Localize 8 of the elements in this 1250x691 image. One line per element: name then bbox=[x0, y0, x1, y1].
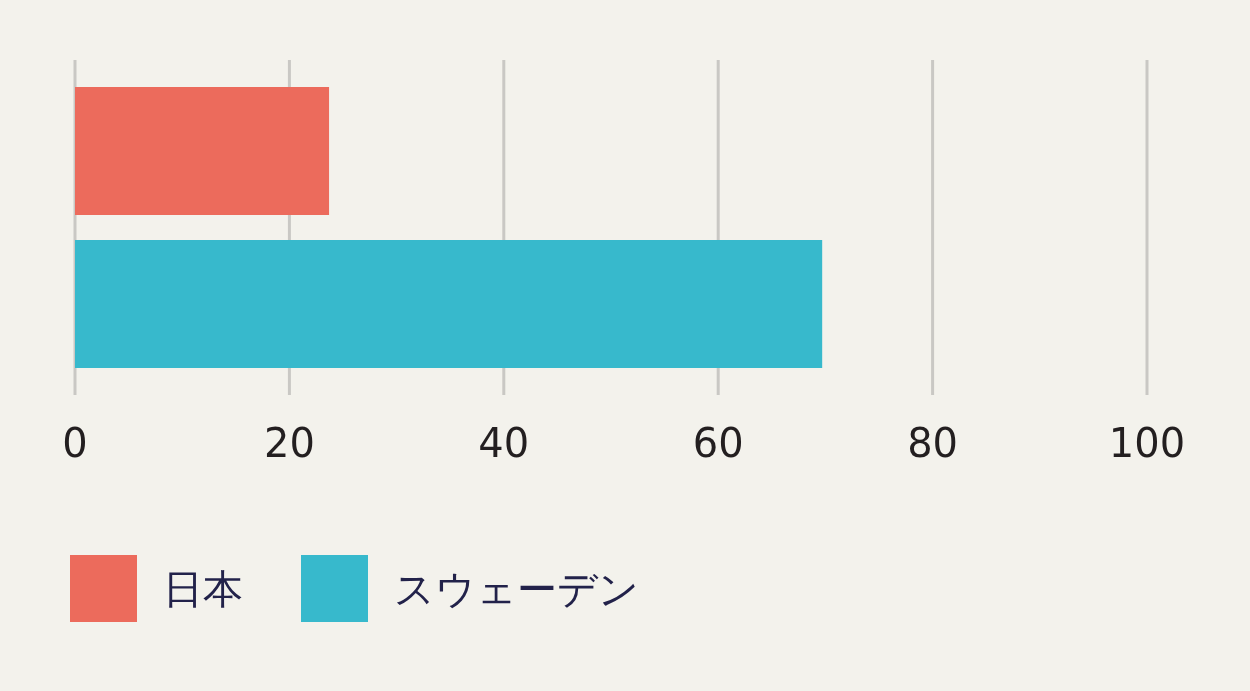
x-tick-label: 40 bbox=[478, 420, 530, 467]
legend-label: 日本 bbox=[163, 564, 243, 614]
x-tick-label: 60 bbox=[692, 420, 744, 467]
legend-label: スウェーデン bbox=[394, 564, 639, 614]
x-tick-label: 80 bbox=[907, 420, 959, 467]
x-tick-label: 100 bbox=[1108, 420, 1186, 467]
x-tick-label: 20 bbox=[263, 420, 315, 467]
x-tick-label: 0 bbox=[62, 420, 88, 467]
